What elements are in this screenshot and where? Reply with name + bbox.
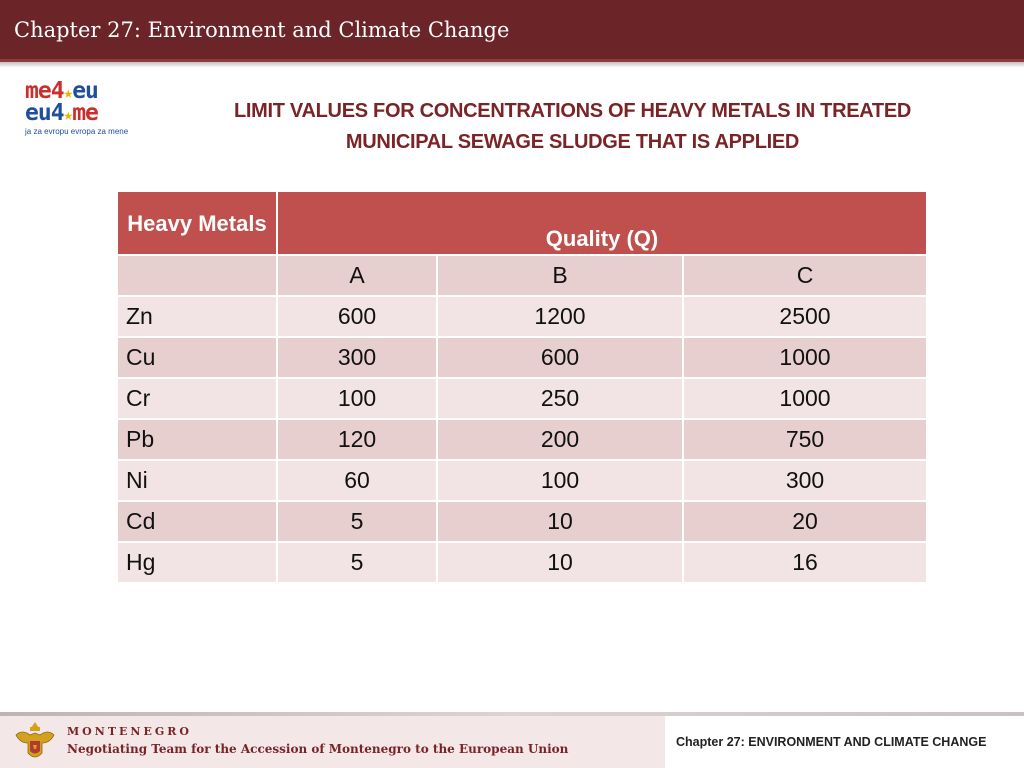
footer-chapter: Chapter 27: ENVIRONMENT AND CLIMATE CHAN… — [676, 735, 987, 749]
metal-name: Pb — [118, 420, 276, 459]
subheader-empty — [118, 256, 276, 295]
subheader-c: C — [684, 256, 926, 295]
logo-line-2: eu4★me — [25, 100, 99, 126]
header-bar: Chapter 27: Environment and Climate Chan… — [0, 0, 1024, 62]
table-row: Cd 5 10 20 — [118, 502, 926, 541]
value-c: 1000 — [684, 379, 926, 418]
footer-country: MONTENEGRO — [67, 725, 192, 738]
subheader-a: A — [278, 256, 436, 295]
subheader-b: B — [438, 256, 682, 295]
subheader-row: A B C — [118, 256, 926, 295]
value-c: 16 — [684, 543, 926, 582]
metal-name: Cr — [118, 379, 276, 418]
metal-name: Zn — [118, 297, 276, 336]
value-a: 600 — [278, 297, 436, 336]
table-row: Ni 60 100 300 — [118, 461, 926, 500]
header-quality: Quality (Q) — [278, 192, 926, 254]
me4eu-logo: me4★eu eu4★me ja za evropu evropa za men… — [22, 78, 150, 142]
value-a: 100 — [278, 379, 436, 418]
metal-name: Ni — [118, 461, 276, 500]
value-b: 200 — [438, 420, 682, 459]
value-b: 250 — [438, 379, 682, 418]
value-c: 2500 — [684, 297, 926, 336]
table-row: Zn 600 1200 2500 — [118, 297, 926, 336]
value-b: 100 — [438, 461, 682, 500]
footer-right-panel — [665, 716, 1024, 768]
value-b: 10 — [438, 543, 682, 582]
value-a: 60 — [278, 461, 436, 500]
logo-tagline: ja za evropu evropa za mene — [25, 127, 129, 136]
metal-name: Cd — [118, 502, 276, 541]
table-row: Cr 100 250 1000 — [118, 379, 926, 418]
value-c: 300 — [684, 461, 926, 500]
value-c: 750 — [684, 420, 926, 459]
value-b: 1200 — [438, 297, 682, 336]
header-shadow — [0, 62, 1024, 68]
header-heavy-metals: Heavy Metals — [118, 192, 276, 254]
chapter-title: Chapter 27: Environment and Climate Chan… — [14, 18, 510, 42]
value-a: 120 — [278, 420, 436, 459]
value-b: 10 — [438, 502, 682, 541]
value-a: 5 — [278, 502, 436, 541]
heavy-metals-table: Heavy Metals Quality (Q) A B C Zn 600 12… — [116, 190, 928, 584]
montenegro-coat-of-arms-icon — [15, 722, 55, 758]
value-a: 5 — [278, 543, 436, 582]
logo-line-1: me4★eu — [25, 78, 99, 104]
metal-name: Cu — [118, 338, 276, 377]
value-c: 20 — [684, 502, 926, 541]
value-a: 300 — [278, 338, 436, 377]
table-row: Hg 5 10 16 — [118, 543, 926, 582]
metal-name: Hg — [118, 543, 276, 582]
value-b: 600 — [438, 338, 682, 377]
table-row: Pb 120 200 750 — [118, 420, 926, 459]
footer-divider — [0, 712, 1024, 716]
footer-team: Negotiating Team for the Accession of Mo… — [67, 742, 569, 756]
table-row: Cu 300 600 1000 — [118, 338, 926, 377]
value-c: 1000 — [684, 338, 926, 377]
page-title: LIMIT VALUES FOR CONCENTRATIONS OF HEAVY… — [233, 100, 912, 153]
